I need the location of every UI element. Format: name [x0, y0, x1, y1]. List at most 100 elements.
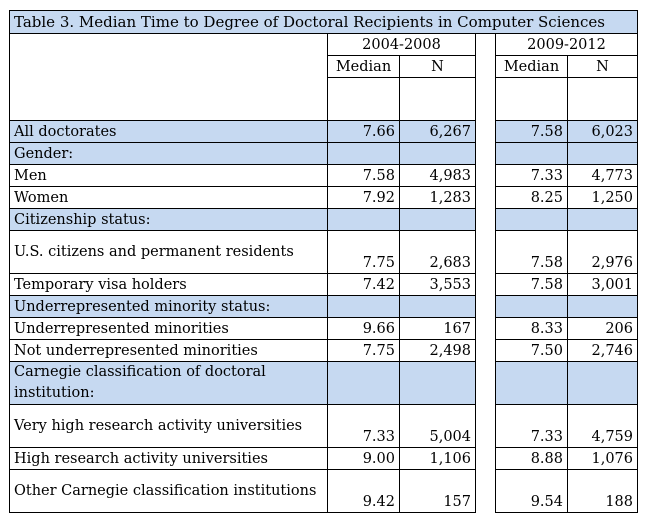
- median-value-2004-2008: 7.33: [327, 404, 400, 448]
- n-value-2004-2008: 1,106: [399, 447, 476, 470]
- column-gap: [475, 142, 496, 165]
- header-spacer-cell: [327, 77, 400, 121]
- n-value-2009-2012: 4,773: [566, 164, 639, 187]
- n-value-2004-2008: 6,267: [399, 120, 476, 143]
- median-value-2009-2012: 7.58: [495, 230, 568, 274]
- n-value-2009-2012: 2,976: [566, 230, 639, 274]
- n-value-2004-2008: 3,553: [399, 273, 476, 296]
- header-spacer-cell: [495, 77, 568, 121]
- median-value-2009-2012: 7.58: [495, 273, 568, 296]
- table-row: Temporary visa holders 7.42 3,553 7.58 3,001: [9, 273, 639, 296]
- table-container: Table 3. Median Time to Degree of Doctor…: [8, 10, 639, 513]
- median-value-2009-2012: 7.58: [495, 120, 568, 143]
- n-value-2004-2008: 167: [399, 317, 476, 340]
- column-gap: [475, 447, 496, 470]
- n-header-1: N: [399, 55, 476, 78]
- period-header-row: 2004-2008 2009-2012: [9, 33, 639, 121]
- n-value-2004-2008: 1,283: [399, 186, 476, 209]
- median-value-2009-2012: 7.33: [495, 404, 568, 448]
- median-value-2004-2008: [327, 295, 400, 318]
- n-value-2009-2012: 4,759: [566, 404, 639, 448]
- n-value-2009-2012: [566, 295, 639, 318]
- column-gap: [475, 230, 496, 274]
- table-row: Very high research activity universities…: [9, 404, 639, 448]
- n-value-2004-2008: [399, 361, 476, 405]
- row-label: Very high research activity universities: [9, 404, 328, 448]
- column-gap: [475, 295, 496, 318]
- row-label: Not underrepresented minorities: [9, 339, 328, 362]
- section-row: Gender:: [9, 142, 639, 165]
- median-value-2009-2012: [495, 208, 568, 231]
- row-label: U.S. citizens and permanent residents: [9, 230, 328, 274]
- median-value-2004-2008: 9.00: [327, 447, 400, 470]
- n-value-2004-2008: 2,498: [399, 339, 476, 362]
- column-gap: [475, 404, 496, 448]
- row-label: All doctorates: [9, 120, 328, 143]
- period-header-1: 2004-2008: [327, 33, 476, 56]
- column-gap: [475, 164, 496, 187]
- n-value-2009-2012: 206: [566, 317, 639, 340]
- column-gap: [475, 339, 496, 362]
- title-row: Table 3. Median Time to Degree of Doctor…: [8, 10, 639, 34]
- table-row: Not underrepresented minorities 7.75 2,498…: [9, 339, 639, 362]
- n-value-2009-2012: 188: [566, 469, 639, 513]
- row-label: Underrepresented minorities: [9, 317, 328, 340]
- median-value-2009-2012: 8.33: [495, 317, 568, 340]
- median-value-2004-2008: 9.66: [327, 317, 400, 340]
- table-title: Table 3. Median Time to Degree of Doctor…: [8, 10, 639, 34]
- median-value-2004-2008: 7.58: [327, 164, 400, 187]
- column-gap: [475, 33, 496, 121]
- median-value-2009-2012: [495, 295, 568, 318]
- median-value-2004-2008: 9.42: [327, 469, 400, 513]
- n-value-2009-2012: 2,746: [566, 339, 639, 362]
- median-value-2009-2012: [495, 361, 568, 405]
- n-value-2009-2012: [566, 142, 639, 165]
- n-value-2004-2008: 4,983: [399, 164, 476, 187]
- n-value-2009-2012: 3,001: [566, 273, 639, 296]
- section-label: Citizenship status:: [9, 208, 328, 231]
- n-value-2004-2008: 5,004: [399, 404, 476, 448]
- table-row: U.S. citizens and permanent residents 7.7…: [9, 230, 639, 274]
- section-row: Underrepresented minority status:: [9, 295, 639, 318]
- n-value-2009-2012: 1,250: [566, 186, 639, 209]
- median-value-2009-2012: 7.33: [495, 164, 568, 187]
- median-value-2009-2012: 9.54: [495, 469, 568, 513]
- median-header-2: Median: [495, 55, 568, 78]
- median-value-2004-2008: 7.66: [327, 120, 400, 143]
- section-label: Underrepresented minority status:: [9, 295, 328, 318]
- header-spacer-cell: [566, 77, 639, 121]
- median-value-2004-2008: 7.75: [327, 230, 400, 274]
- table-row: Underrepresented minorities 9.66 167 8.33 20…: [9, 317, 639, 340]
- median-value-2004-2008: [327, 142, 400, 165]
- median-value-2009-2012: 7.50: [495, 339, 568, 362]
- n-value-2004-2008: [399, 295, 476, 318]
- header-spacer-cell: [399, 77, 476, 121]
- section-row: Citizenship status:: [9, 208, 639, 231]
- n-value-2009-2012: 6,023: [566, 120, 639, 143]
- median-value-2009-2012: 8.88: [495, 447, 568, 470]
- n-value-2009-2012: [566, 208, 639, 231]
- table-row: All doctorates 7.66 6,267 7.58 6,023: [9, 120, 639, 143]
- row-label: Temporary visa holders: [9, 273, 328, 296]
- column-gap: [475, 317, 496, 340]
- n-value-2004-2008: 157: [399, 469, 476, 513]
- table-row: High research activity universities 9.00 1…: [9, 447, 639, 470]
- table-row: Women 7.92 1,283 8.25 1,250: [9, 186, 639, 209]
- header-spacer-row: [10, 77, 639, 121]
- table-row: Other Carnegie classification institutio…: [9, 469, 639, 513]
- n-value-2004-2008: [399, 208, 476, 231]
- n-value-2009-2012: [566, 361, 639, 405]
- median-header-1: Median: [327, 55, 400, 78]
- median-value-2004-2008: [327, 208, 400, 231]
- section-label: Carnegie classification of doctoral inst…: [9, 361, 328, 405]
- n-value-2009-2012: 1,076: [566, 447, 639, 470]
- median-value-2009-2012: 8.25: [495, 186, 568, 209]
- section-label: Gender:: [9, 142, 328, 165]
- column-gap: [475, 120, 496, 143]
- row-label: Other Carnegie classification institutio…: [9, 469, 328, 513]
- column-gap: [475, 469, 496, 513]
- median-value-2004-2008: [327, 361, 400, 405]
- column-gap: [475, 186, 496, 209]
- header-blank-cell: [9, 33, 328, 121]
- row-label: Men: [9, 164, 328, 187]
